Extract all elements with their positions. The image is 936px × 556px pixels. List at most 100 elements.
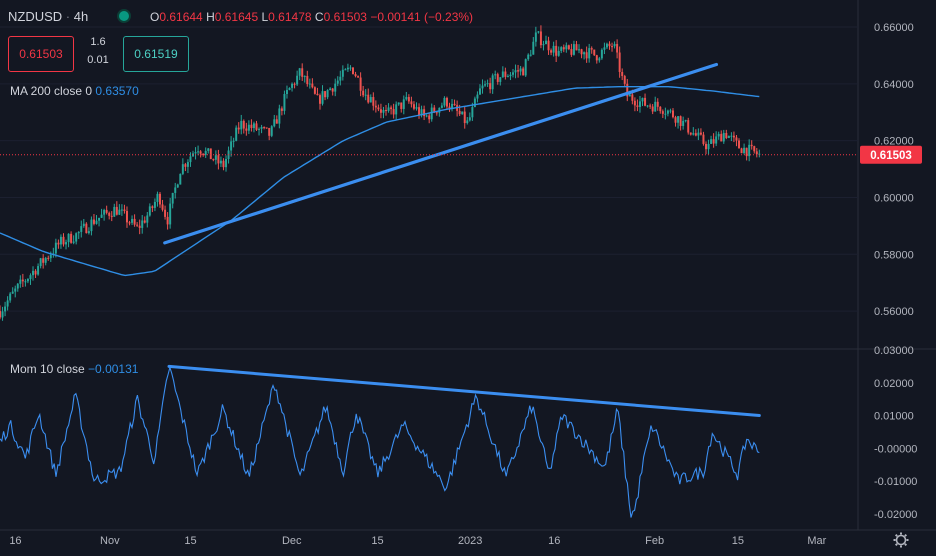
candle-body [225, 158, 228, 168]
close-key: C [314, 10, 324, 24]
candle-body [29, 275, 32, 280]
candle-body [184, 164, 187, 167]
candle-body [39, 258, 42, 267]
candle-body [240, 120, 243, 130]
candle-body [400, 102, 403, 109]
candle-body [283, 93, 286, 111]
candle-body [621, 71, 624, 77]
candle-body [329, 88, 332, 91]
candle-body [26, 279, 29, 282]
sell-button[interactable]: 0.61503 [8, 36, 74, 72]
candle-body [0, 311, 1, 318]
candle-body [423, 109, 426, 117]
candle-body [336, 80, 339, 84]
candle-body [745, 147, 748, 157]
candle-body [552, 45, 555, 53]
candle-body [161, 204, 164, 210]
candle-body [186, 162, 189, 167]
candle-body [113, 206, 116, 217]
candle-body [37, 266, 40, 275]
candle-body [296, 75, 299, 85]
candle-body [369, 97, 372, 103]
candle-body [387, 107, 390, 111]
ohlc-readout: O0.61644 H0.61645 L0.61478 C0.61503 −0.0… [150, 10, 473, 24]
candle-body [466, 120, 469, 124]
symbol-name[interactable]: NZDUSD [8, 9, 63, 24]
candle-body [755, 151, 758, 155]
candle-body [242, 120, 245, 129]
candle-body [519, 68, 522, 72]
time-tick-label: 16 [548, 535, 560, 547]
candle-body [197, 151, 200, 153]
candle-body [699, 132, 702, 135]
candle-body [98, 217, 101, 221]
candle-body [171, 192, 174, 204]
candle-body [189, 156, 192, 163]
candle-body [324, 91, 327, 98]
gear-icon-tooth [904, 533, 908, 537]
candle-body [565, 45, 568, 50]
candle-body [260, 127, 263, 129]
candle-body [478, 88, 481, 95]
candle-body [727, 135, 730, 138]
candle-body [539, 31, 542, 46]
candle-body [250, 124, 253, 129]
candle-body [473, 98, 476, 108]
mom-tick-label: -0.01000 [874, 476, 917, 488]
spread-top: 1.6 [90, 36, 106, 48]
candle-body [82, 223, 85, 227]
candle-body [603, 47, 606, 50]
candle-body [273, 119, 276, 127]
candle-body [11, 291, 14, 294]
candle-body [494, 74, 497, 76]
candle-body [659, 106, 662, 112]
candle-body [527, 54, 530, 60]
candle-body [24, 281, 27, 283]
market-status-icon [119, 11, 129, 21]
price-tick-label: 0.64000 [874, 79, 914, 91]
time-tick-label: 15 [184, 535, 196, 547]
candle-body [458, 110, 461, 115]
candle-body [14, 288, 17, 292]
candle-body [125, 210, 128, 223]
candle-body [374, 105, 377, 108]
candle-body [585, 52, 588, 59]
candle-body [522, 68, 525, 76]
candle-body [306, 75, 309, 85]
candle-body [133, 218, 136, 225]
gear-icon[interactable] [893, 532, 909, 548]
candle-body [705, 143, 707, 150]
candle-body [412, 104, 415, 109]
candle-body [278, 108, 281, 124]
candle-body [341, 69, 344, 77]
price-tick-label: 0.56000 [874, 306, 914, 318]
candle-body [611, 46, 614, 48]
gear-icon-tooth [894, 533, 898, 537]
candle-body [664, 113, 667, 115]
candle-body [372, 97, 375, 106]
candle-body [669, 110, 672, 112]
candle-body [263, 127, 266, 129]
candle-body [677, 116, 680, 123]
candle-body [67, 233, 70, 243]
candle-body [85, 223, 88, 234]
candle-body [156, 193, 159, 202]
candle-body [560, 47, 563, 51]
mom-tick-label: 0.02000 [874, 378, 914, 390]
mom-legend[interactable]: Mom 10 close −0.00131 [10, 362, 138, 376]
candle-body [6, 300, 9, 307]
candle-body [570, 49, 573, 55]
candle-body [204, 150, 207, 156]
candle-body [588, 48, 591, 59]
symbol-title[interactable]: NZDUSD · 4h [8, 9, 89, 24]
interval-label[interactable]: 4h [73, 9, 89, 24]
candle-body [202, 153, 205, 156]
candle-body [1, 311, 4, 318]
ma-legend[interactable]: MA 200 close 0 0.63570 [10, 84, 139, 98]
buy-button[interactable]: 0.61519 [123, 36, 189, 72]
candle-body [255, 123, 258, 130]
candle-body [115, 206, 118, 215]
candle-body [580, 49, 583, 55]
